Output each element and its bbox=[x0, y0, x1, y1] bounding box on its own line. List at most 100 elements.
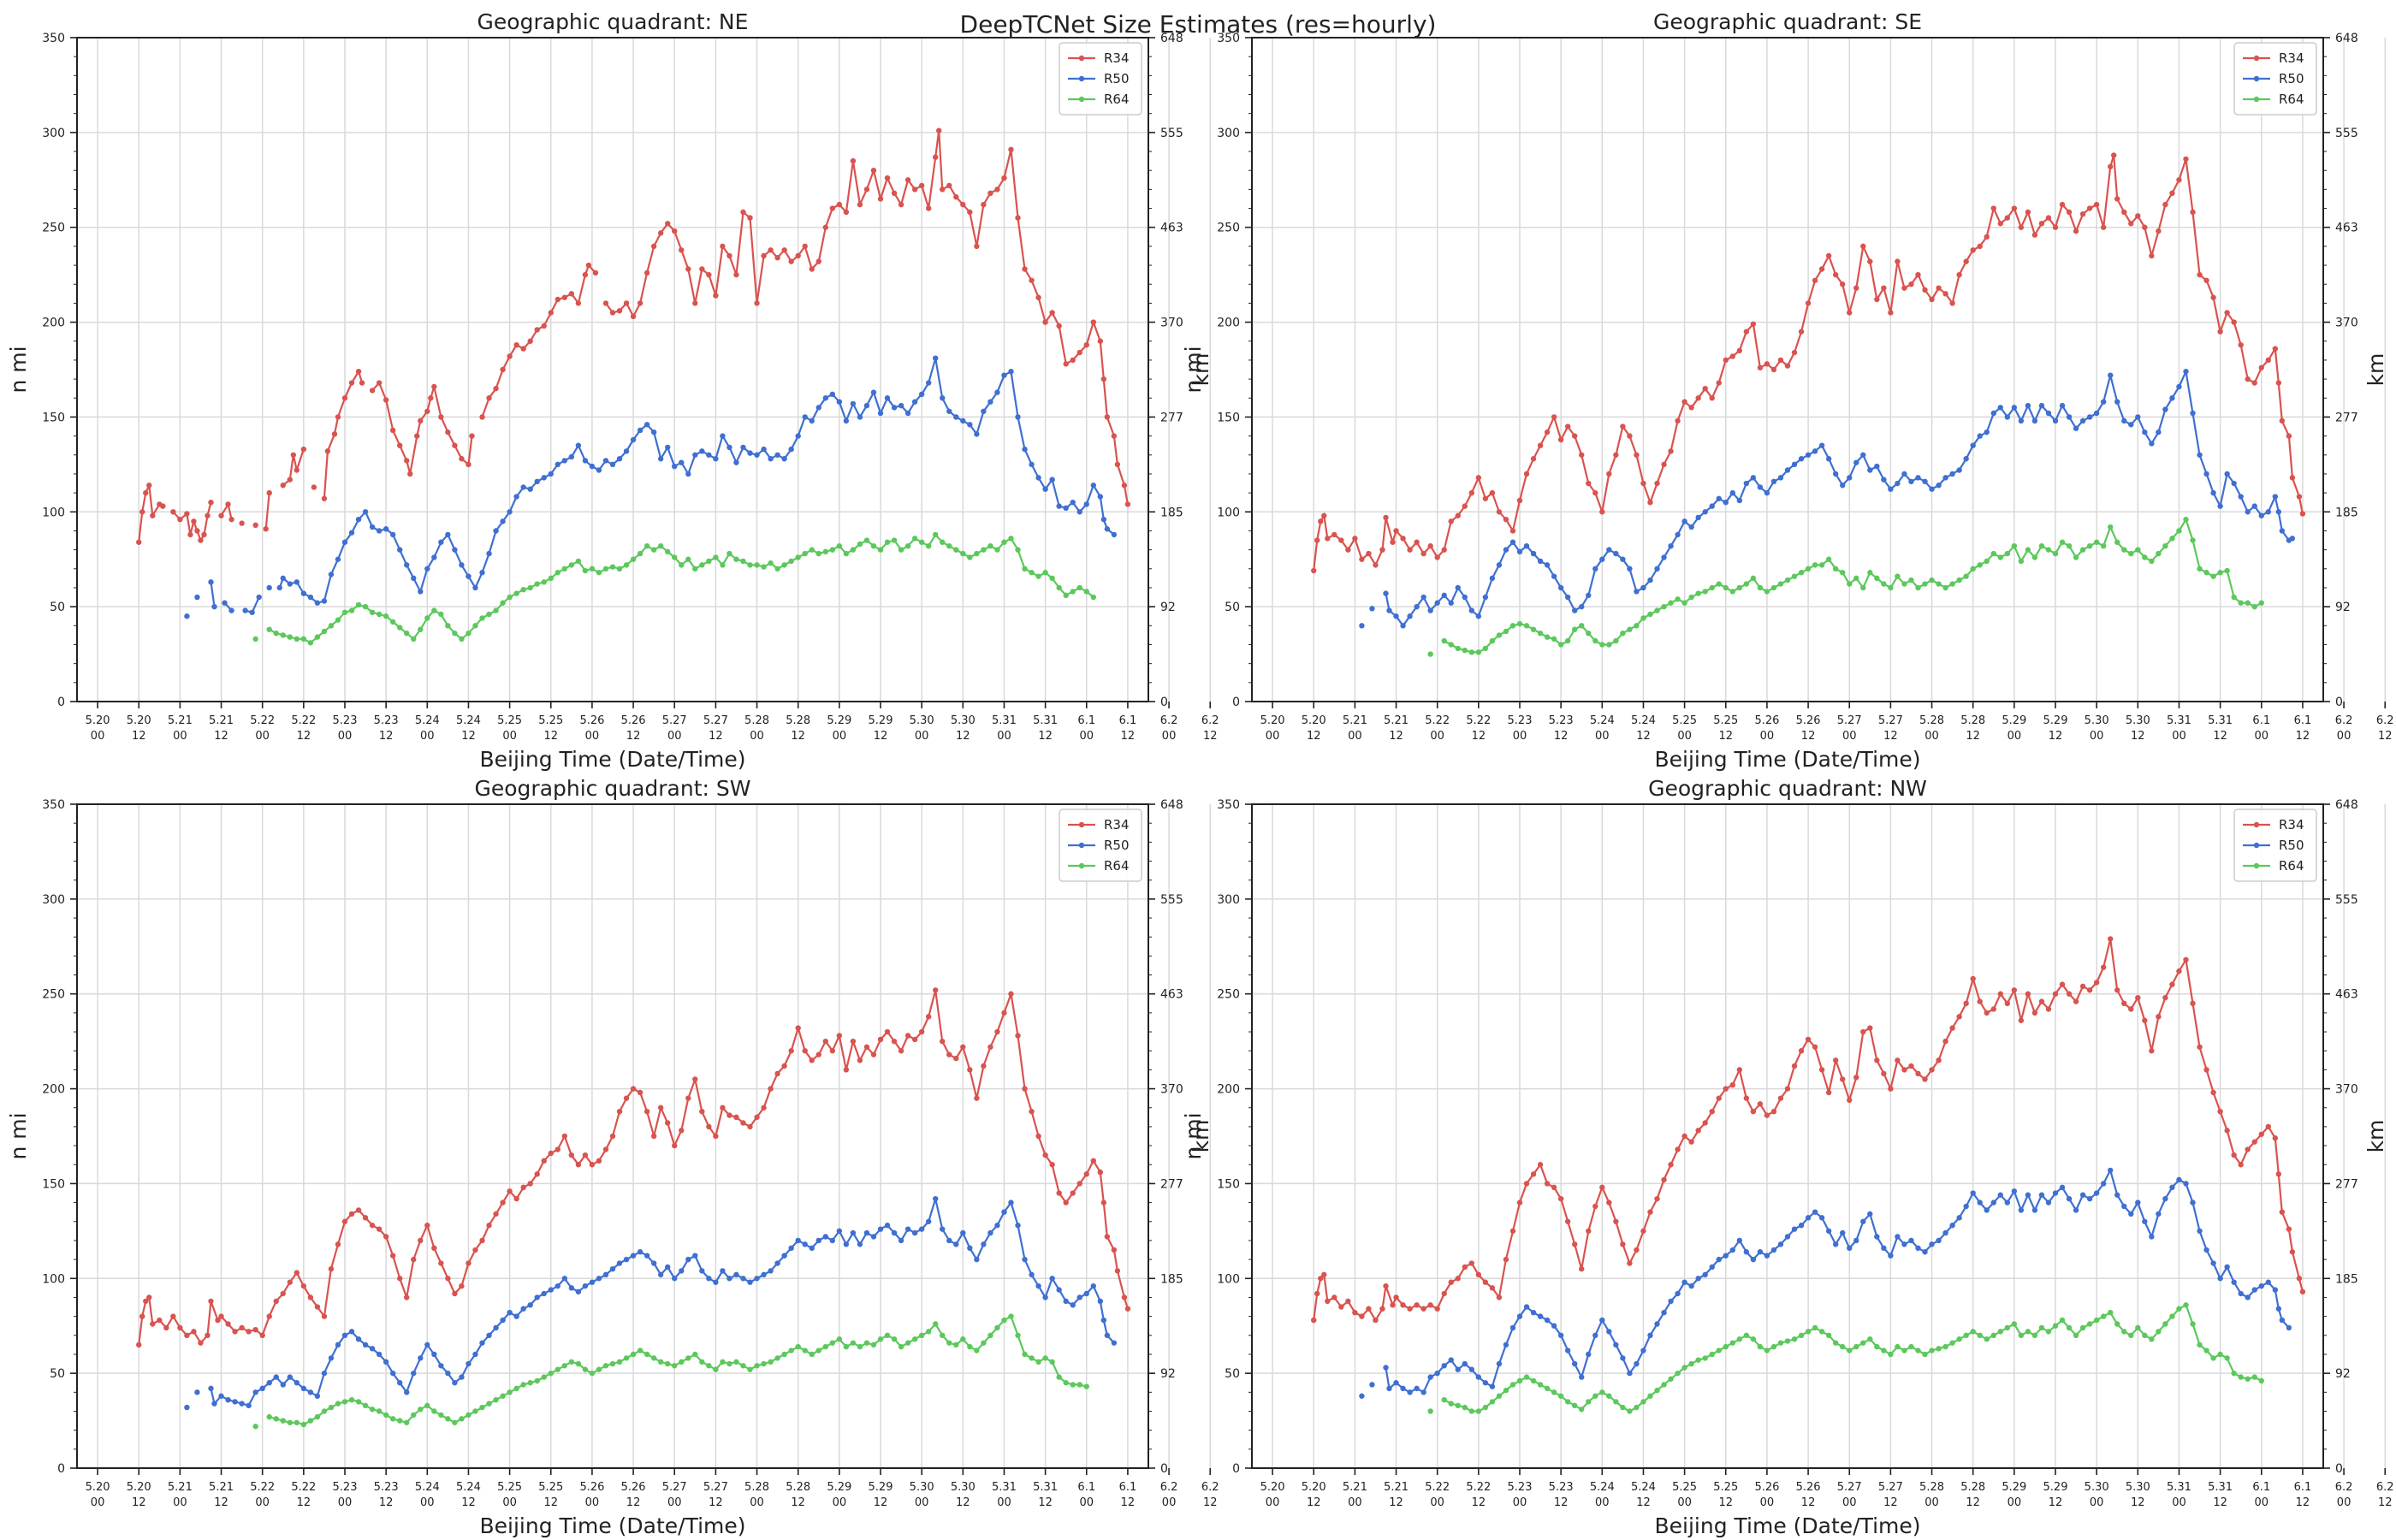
data-point bbox=[1798, 1223, 1805, 1229]
data-point bbox=[1990, 205, 1996, 211]
data-point bbox=[857, 1343, 863, 1350]
data-point bbox=[191, 1329, 197, 1335]
data-point bbox=[1331, 531, 1337, 538]
xtick-label: 6.2 bbox=[1201, 714, 1219, 727]
data-point bbox=[459, 636, 465, 643]
data-point bbox=[1867, 570, 1873, 576]
data-point bbox=[898, 402, 904, 409]
data-point bbox=[2059, 402, 2066, 409]
xtick-label: 12 bbox=[1472, 730, 1486, 743]
data-point bbox=[1709, 503, 1715, 509]
data-point bbox=[1503, 1387, 1509, 1394]
data-point bbox=[953, 1241, 959, 1247]
data-point bbox=[1654, 1321, 1660, 1327]
data-point bbox=[1359, 556, 1365, 562]
data-point bbox=[2038, 402, 2045, 409]
data-point bbox=[1949, 1025, 1955, 1031]
data-point bbox=[1949, 581, 1955, 587]
data-point bbox=[1997, 554, 2003, 560]
data-point bbox=[1915, 475, 1921, 481]
data-point bbox=[1564, 1348, 1571, 1353]
data-point bbox=[1544, 1317, 1551, 1324]
data-point bbox=[1963, 1332, 1969, 1339]
data-point bbox=[774, 1355, 780, 1361]
data-point bbox=[404, 1389, 410, 1395]
data-point bbox=[1750, 1256, 1757, 1263]
data-point bbox=[541, 1290, 547, 1297]
data-point bbox=[276, 584, 282, 591]
data-point bbox=[1104, 414, 1111, 420]
data-point bbox=[609, 461, 616, 468]
data-point bbox=[650, 1133, 657, 1140]
data-point bbox=[2149, 1336, 2155, 1342]
y-axis-right-label: km bbox=[1189, 353, 1213, 387]
data-point bbox=[1090, 1158, 1096, 1164]
data-point bbox=[911, 536, 918, 542]
data-point bbox=[843, 1067, 850, 1073]
data-point bbox=[1097, 1169, 1104, 1176]
data-point bbox=[1557, 642, 1564, 648]
data-point bbox=[201, 531, 207, 538]
data-point bbox=[1414, 1302, 1420, 1308]
data-point bbox=[1056, 1374, 1062, 1380]
data-point bbox=[802, 243, 808, 250]
data-point bbox=[589, 1370, 596, 1377]
data-point bbox=[2224, 1264, 2230, 1270]
data-point bbox=[836, 1228, 843, 1235]
data-point bbox=[2231, 1370, 2237, 1377]
data-point bbox=[1083, 341, 1089, 348]
panel-title: Geographic quadrant: NW bbox=[1648, 776, 1927, 801]
data-point bbox=[2231, 1152, 2237, 1158]
data-point bbox=[2245, 509, 2251, 515]
data-point bbox=[1922, 287, 1928, 293]
data-point bbox=[657, 230, 664, 236]
data-point bbox=[2258, 512, 2264, 518]
data-point bbox=[1970, 1329, 1976, 1335]
data-point bbox=[987, 190, 993, 197]
data-point bbox=[1818, 442, 1825, 448]
xtick-label: 5.31 bbox=[992, 1481, 1017, 1494]
data-point bbox=[1627, 566, 1633, 572]
data-point bbox=[568, 562, 575, 568]
data-point bbox=[348, 1396, 355, 1403]
data-point bbox=[1634, 1360, 1640, 1367]
data-point bbox=[1847, 1097, 1853, 1104]
data-point bbox=[747, 450, 753, 456]
data-point bbox=[1654, 480, 1660, 487]
data-point bbox=[911, 1229, 918, 1236]
data-point bbox=[1840, 1229, 1846, 1236]
data-point bbox=[1695, 1357, 1701, 1363]
data-point bbox=[136, 1342, 142, 1348]
data-point bbox=[1544, 429, 1551, 435]
data-point bbox=[466, 573, 471, 579]
data-point bbox=[643, 542, 650, 549]
data-point bbox=[438, 611, 444, 618]
data-point bbox=[527, 486, 533, 492]
data-point bbox=[1551, 414, 1557, 420]
data-point bbox=[2052, 224, 2059, 230]
data-point bbox=[548, 310, 554, 316]
data-point bbox=[383, 526, 389, 532]
chart-panel: 0501001502002503003500921852773704635556… bbox=[1181, 9, 2394, 772]
data-point bbox=[754, 1276, 760, 1282]
xtick-label: 5.20 bbox=[1260, 1481, 1285, 1494]
data-point bbox=[582, 567, 589, 574]
data-point bbox=[1579, 452, 1585, 458]
legend-marker bbox=[2253, 821, 2260, 828]
data-point bbox=[1888, 486, 1894, 492]
data-point bbox=[1434, 600, 1440, 606]
data-point bbox=[1818, 1329, 1825, 1335]
data-point bbox=[389, 1253, 396, 1259]
legend-marker bbox=[2253, 55, 2260, 62]
data-point bbox=[341, 1332, 348, 1339]
data-point bbox=[493, 528, 499, 534]
data-point bbox=[733, 1271, 739, 1278]
data-point bbox=[459, 456, 465, 462]
data-point bbox=[727, 1276, 732, 1282]
data-point bbox=[1688, 594, 1694, 601]
data-point bbox=[596, 467, 602, 473]
data-point bbox=[2197, 271, 2203, 278]
data-point bbox=[1736, 1237, 1743, 1244]
data-point bbox=[466, 1360, 471, 1367]
